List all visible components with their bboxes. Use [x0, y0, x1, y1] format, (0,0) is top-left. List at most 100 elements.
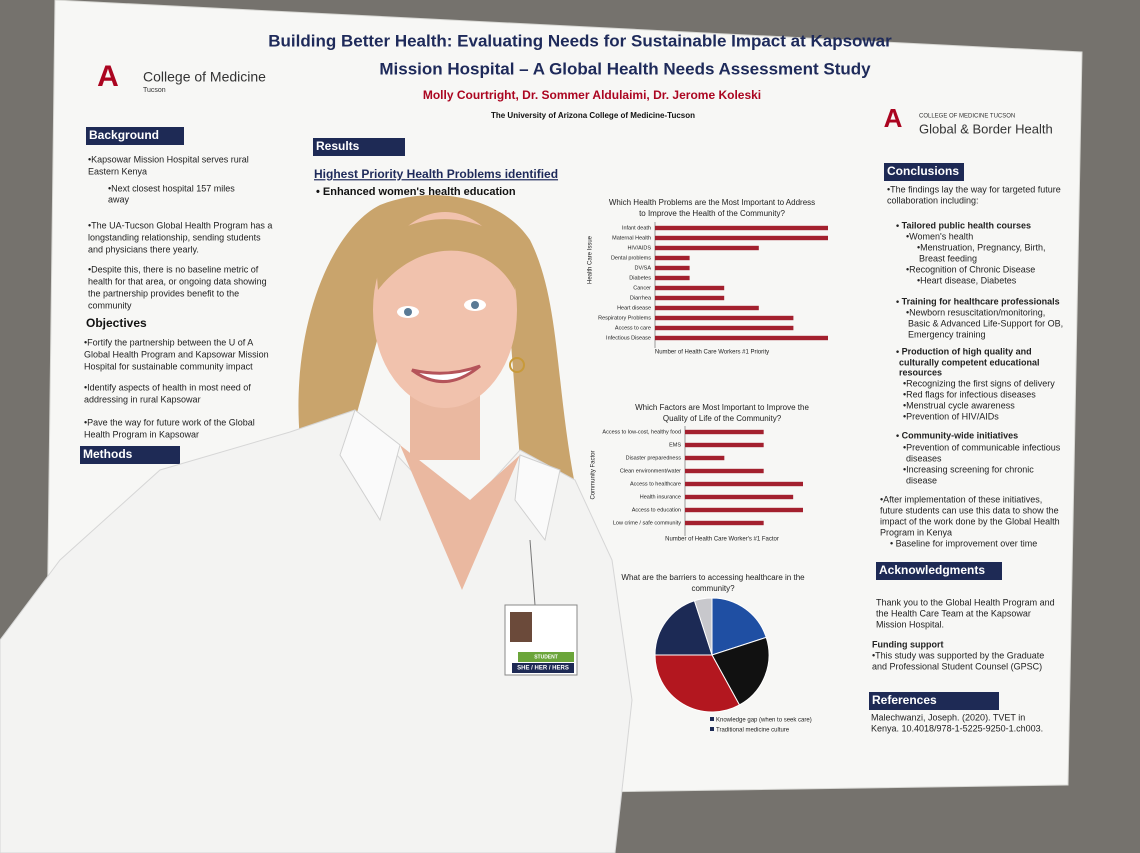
- section-heading: Methods: [83, 447, 133, 461]
- axis-label: Number of Health Care Worker's #1 Factor: [665, 537, 779, 543]
- pie-slice: [711, 597, 767, 656]
- badge-role: STUDENT: [534, 654, 558, 660]
- person: STUDENT SHE / HER / HERS: [0, 195, 633, 853]
- pie-slice: [711, 636, 770, 706]
- body-text: •The UA-Tucson Global Health Program has…: [88, 220, 272, 230]
- eye: [404, 308, 412, 316]
- body-text: •Next closest hospital 157 miles: [108, 183, 235, 193]
- body-text: community: [88, 300, 132, 310]
- category-label: Diabetes: [629, 275, 651, 281]
- category-label: Health insurance: [640, 494, 681, 500]
- body-text: the partnership provides benefit to the: [88, 288, 239, 298]
- body-text: Kenya. 10.4018/978-1-5225-9250-1.ch003.: [871, 723, 1043, 733]
- section-heading-box: [876, 562, 1002, 580]
- affiliation: The University of Arizona College of Med…: [491, 111, 695, 120]
- bar: [655, 245, 759, 251]
- chart-title: Quality of Life of the Community?: [663, 414, 782, 423]
- section-heading: References: [872, 693, 937, 707]
- body-text: Thank you to the Global Health Program a…: [876, 597, 1055, 607]
- category-label: EMS: [669, 442, 681, 448]
- section-heading: Results: [316, 139, 360, 153]
- collar: [339, 409, 561, 542]
- body-text: •Pave the way for future work of the Glo…: [84, 417, 255, 427]
- body-text: •Increasing screening for chronic: [903, 464, 1034, 474]
- bar: [655, 285, 725, 291]
- category-label: Low crime / safe community: [613, 520, 681, 526]
- category-label: Disaster preparedness: [626, 455, 682, 461]
- bar: [685, 455, 725, 461]
- poster-content: Building Better Health: Evaluating Needs…: [80, 31, 1063, 734]
- category-label: DV/SA: [634, 265, 651, 271]
- section-heading: Conclusions: [887, 164, 959, 178]
- body-text: Program in Kenya: [880, 527, 952, 537]
- logo-text: Tucson: [143, 87, 166, 94]
- body-text: disease: [906, 475, 937, 485]
- chart-title: community?: [691, 584, 735, 593]
- results-point: • Enhanced women's health education: [316, 186, 516, 198]
- body-text: Breast feeding: [919, 253, 977, 263]
- body-text: Basic & Advanced Life-Support for OB,: [908, 318, 1063, 328]
- title: Building Better Health: Evaluating Needs…: [268, 31, 892, 50]
- bar: [685, 520, 764, 526]
- body-text: • Production of high quality and: [896, 346, 1032, 356]
- bar: [655, 235, 828, 241]
- body-text: Emergency training: [908, 329, 986, 339]
- body-text: •Recognizing the first signs of delivery: [903, 378, 1055, 388]
- body-text: •This study was supported by the Graduat…: [872, 650, 1044, 660]
- body-text: •Despite this, there is no baseline metr…: [88, 264, 259, 274]
- body-text: impact of the work done by the Global He…: [880, 516, 1060, 526]
- bar: [655, 335, 828, 341]
- section-heading: Objectives: [86, 316, 147, 330]
- badge-pronouns: SHE / HER / HERS: [517, 666, 569, 672]
- category-label: Access to healthcare: [630, 481, 681, 487]
- body-text: • Training for healthcare professionals: [896, 296, 1060, 306]
- body-text: addressing in rural Kapsowar: [84, 394, 201, 404]
- bar: [685, 429, 764, 435]
- legend-swatch: [710, 727, 714, 731]
- bar: [685, 442, 764, 448]
- body-text: •Red flags for infectious diseases: [903, 389, 1036, 399]
- category-label: Respiratory Problems: [598, 315, 651, 321]
- category-label: Access to low-cost, healthy food: [602, 429, 681, 435]
- body-text: Hospital for sustainable community impac…: [84, 361, 253, 371]
- logo: A: [884, 103, 903, 133]
- body-text: •Heart disease, Diabetes: [917, 275, 1017, 285]
- chart-title: Which Health Problems are the Most Impor…: [609, 198, 815, 207]
- body-text: culturally competent educational: [899, 357, 1040, 367]
- logo: A: [97, 60, 119, 93]
- body-text: •Prevention of HIV/AIDs: [903, 411, 999, 421]
- bar: [685, 481, 803, 487]
- bar: [685, 507, 803, 513]
- body-text: longstanding relationship, sending stude…: [88, 232, 261, 242]
- body-text: •Newborn resuscitation/monitoring,: [906, 307, 1045, 317]
- axis-label: Health Care Issue: [588, 235, 594, 284]
- results-subheading: Highest Priority Health Problems identif…: [314, 167, 558, 181]
- legend-swatch: [710, 717, 714, 721]
- body-text: • Community-wide initiatives: [896, 430, 1018, 440]
- body-text: and physicians there yearly.: [88, 244, 199, 254]
- neckline: [400, 445, 520, 590]
- category-label: Clean environment/water: [620, 468, 681, 474]
- logo-text: Global & Border Health: [919, 121, 1053, 136]
- section-heading-box: [869, 692, 999, 710]
- category-label: Access to care: [615, 325, 651, 331]
- body-text: Malechwanzi, Joseph. (2020). TVET in: [871, 712, 1025, 722]
- legend-label: Traditional medicine culture: [716, 728, 790, 734]
- body-text: •Recognition of Chronic Disease: [906, 264, 1035, 274]
- earring: [509, 357, 525, 373]
- bar: [655, 295, 725, 301]
- category-label: HIV/AIDS: [627, 245, 651, 251]
- bar: [655, 305, 759, 311]
- body-text: resources: [899, 367, 942, 377]
- legend-label: Knowledge gap (when to seek care): [716, 718, 812, 724]
- section-heading-box: [86, 127, 184, 145]
- section-heading-box: [80, 446, 180, 464]
- category-label: Access to education: [632, 507, 681, 513]
- body-text: •The findings lay the way for targeted f…: [887, 184, 1061, 194]
- chart-title: What are the barriers to accessing healt…: [621, 573, 805, 582]
- bar: [655, 255, 690, 261]
- body-text: •Kapsowar Mission Hospital serves rural: [88, 154, 249, 164]
- body-text: collaboration including:: [887, 195, 979, 205]
- eye: [471, 301, 479, 309]
- body-text: •Fortify the partnership between the U o…: [84, 337, 253, 347]
